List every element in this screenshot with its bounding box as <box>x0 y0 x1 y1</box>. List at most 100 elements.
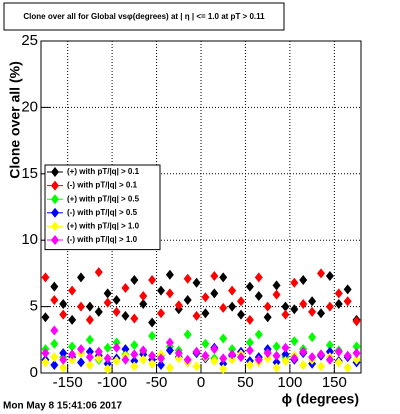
marker <box>254 272 263 283</box>
marker <box>254 329 263 340</box>
marker <box>41 348 50 359</box>
legend-label: (+) with pT/|q| > 0.5 <box>67 194 140 203</box>
timestamp: Mon May 8 15:41:06 2017 <box>3 401 122 412</box>
marker <box>210 288 219 299</box>
marker <box>299 275 308 286</box>
marker <box>334 288 343 299</box>
marker <box>317 308 325 319</box>
marker <box>308 306 317 317</box>
marker <box>121 310 130 321</box>
marker <box>139 354 148 365</box>
marker <box>272 362 281 373</box>
legend-label: (+) with pT/|q| > 1.0 <box>67 222 140 231</box>
marker <box>165 269 174 280</box>
marker <box>103 297 112 308</box>
marker <box>157 285 165 296</box>
marker <box>68 349 77 360</box>
marker <box>281 349 290 360</box>
marker <box>130 313 139 324</box>
marker <box>174 353 183 364</box>
marker <box>103 288 112 299</box>
marker <box>121 354 130 365</box>
marker <box>299 360 308 371</box>
marker <box>50 281 59 292</box>
marker <box>237 296 245 307</box>
marker <box>317 361 325 372</box>
marker <box>317 349 325 360</box>
marker <box>245 337 254 348</box>
x-tick-label: 0 <box>197 374 205 391</box>
marker <box>272 289 281 300</box>
marker <box>290 277 299 288</box>
marker <box>85 346 94 357</box>
marker <box>308 332 317 343</box>
marker <box>121 283 130 294</box>
marker <box>281 356 290 367</box>
marker <box>50 360 59 371</box>
marker <box>85 352 94 363</box>
marker <box>139 290 148 301</box>
x-tick-label: 150 <box>322 374 347 391</box>
marker <box>85 360 94 371</box>
y-tick-label: 25 <box>21 32 38 49</box>
marker <box>228 344 237 355</box>
marker <box>94 267 103 278</box>
x-tick-label: -150 <box>53 374 83 391</box>
legend-label: (-) with pT/|q| > 1.0 <box>67 235 138 244</box>
marker <box>68 341 77 352</box>
marker <box>59 354 68 365</box>
marker <box>201 350 210 361</box>
marker <box>201 308 210 319</box>
marker <box>290 353 299 364</box>
marker <box>174 348 183 359</box>
marker <box>148 330 157 341</box>
marker <box>352 348 361 359</box>
legend-label: (-) with pT/|q| > 0.1 <box>67 181 138 190</box>
marker <box>228 301 237 312</box>
marker <box>192 361 201 372</box>
marker <box>325 346 334 357</box>
marker <box>237 352 245 363</box>
marker <box>334 346 343 357</box>
marker <box>308 352 317 363</box>
marker <box>201 292 210 303</box>
marker <box>219 358 228 369</box>
y-tick-label: 20 <box>21 98 38 115</box>
marker <box>299 346 308 357</box>
marker <box>41 357 50 368</box>
marker <box>281 301 290 312</box>
legend-label: (-) with pT/|q| > 0.5 <box>67 208 138 217</box>
marker <box>210 344 219 355</box>
marker <box>148 317 157 328</box>
marker <box>130 340 139 351</box>
marker <box>325 301 334 312</box>
marker <box>112 342 121 353</box>
marker <box>68 354 77 365</box>
marker <box>325 340 334 351</box>
marker <box>272 350 281 361</box>
marker <box>112 294 121 305</box>
marker <box>183 294 192 305</box>
marker <box>59 298 68 309</box>
marker <box>68 285 77 296</box>
marker <box>130 275 139 286</box>
marker <box>352 341 361 352</box>
marker <box>228 349 237 360</box>
marker <box>228 285 237 296</box>
marker <box>290 336 299 347</box>
marker <box>352 354 361 365</box>
marker <box>245 360 254 371</box>
marker <box>317 268 325 279</box>
marker <box>157 353 165 364</box>
marker <box>59 362 68 373</box>
marker <box>263 312 272 323</box>
marker <box>50 338 59 349</box>
marker <box>41 312 50 323</box>
marker <box>334 357 343 368</box>
marker <box>228 354 237 365</box>
legend-box <box>44 164 161 251</box>
marker <box>263 301 272 312</box>
x-tick-label: 50 <box>237 374 254 391</box>
y-tick-label: 10 <box>21 231 38 248</box>
marker <box>130 356 139 367</box>
